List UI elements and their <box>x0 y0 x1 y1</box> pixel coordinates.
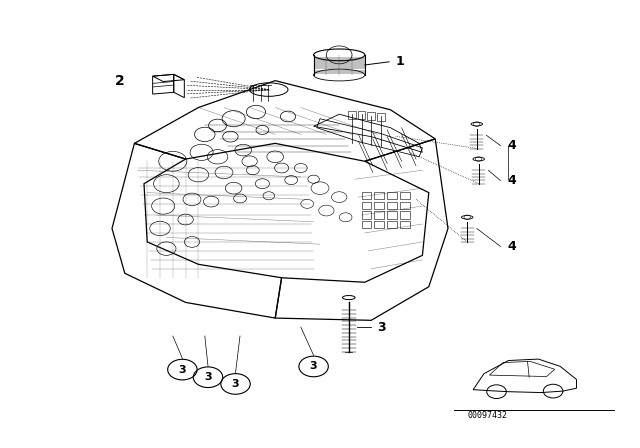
Text: 00097432: 00097432 <box>467 410 507 419</box>
Text: 4: 4 <box>508 174 516 187</box>
Text: 3: 3 <box>232 379 239 389</box>
Text: 4: 4 <box>508 240 516 253</box>
Text: 3: 3 <box>378 320 386 334</box>
Text: 2: 2 <box>115 73 125 88</box>
Text: 1: 1 <box>396 55 404 69</box>
Text: 4: 4 <box>508 139 516 152</box>
Text: 3: 3 <box>204 372 212 382</box>
Text: 3: 3 <box>179 365 186 375</box>
Text: 3: 3 <box>310 362 317 371</box>
